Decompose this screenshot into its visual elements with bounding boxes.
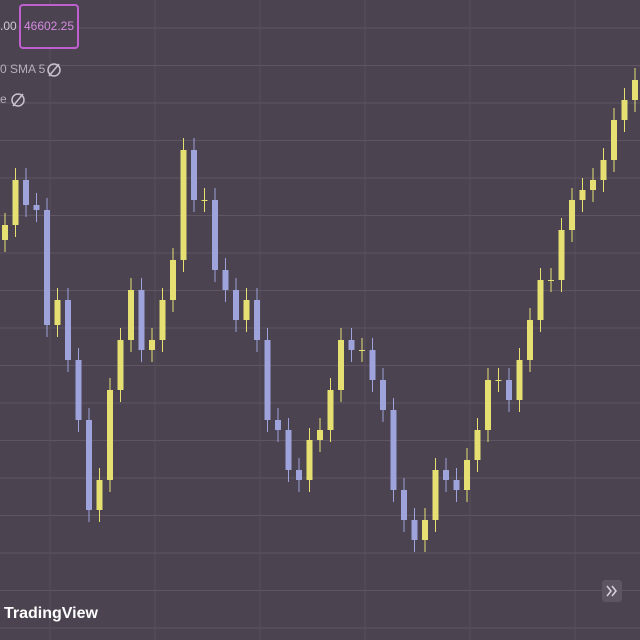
price-partial: .00 bbox=[0, 19, 17, 33]
candle-body bbox=[453, 480, 460, 490]
candle-body bbox=[2, 225, 8, 240]
candle-body bbox=[411, 520, 418, 540]
candle-body bbox=[222, 270, 229, 290]
candle-body bbox=[149, 340, 155, 350]
candle-body bbox=[159, 300, 166, 340]
candle-body bbox=[432, 470, 439, 520]
candle-body bbox=[558, 230, 565, 280]
candle-body bbox=[233, 290, 239, 320]
candle-body bbox=[569, 200, 575, 230]
candle-body bbox=[96, 480, 103, 510]
candle-body bbox=[275, 420, 281, 430]
candle-body bbox=[264, 340, 271, 420]
price-box bbox=[19, 4, 79, 49]
candle-body bbox=[180, 150, 187, 260]
candle-body bbox=[117, 340, 124, 390]
candle-body bbox=[107, 390, 113, 480]
visibility-icon[interactable] bbox=[11, 93, 25, 107]
candle-body bbox=[422, 520, 428, 540]
candle-body bbox=[86, 420, 92, 510]
candle-body bbox=[285, 430, 292, 470]
candle-body bbox=[600, 160, 607, 180]
candles bbox=[2, 68, 638, 552]
candle-body bbox=[369, 350, 376, 380]
candle-body bbox=[495, 380, 502, 381]
candle-body bbox=[138, 290, 145, 350]
candle-body bbox=[632, 80, 638, 100]
candle-body bbox=[23, 180, 29, 205]
candle-body bbox=[170, 260, 176, 300]
candle-body bbox=[443, 470, 449, 480]
candle-body bbox=[579, 190, 586, 200]
candle-body bbox=[317, 430, 323, 440]
indicator-label: 0 SMA 5 bbox=[0, 62, 46, 76]
candle-body bbox=[306, 440, 313, 480]
candle-body bbox=[75, 360, 82, 420]
candle-body bbox=[516, 360, 523, 400]
candle-body bbox=[485, 380, 491, 430]
candle-body bbox=[621, 100, 628, 120]
candle-body bbox=[611, 120, 617, 160]
candle-body bbox=[359, 350, 365, 351]
candle-body bbox=[201, 200, 208, 201]
candle-body bbox=[128, 290, 134, 340]
candle-body bbox=[212, 200, 218, 270]
candle-body bbox=[33, 205, 40, 210]
candle-body bbox=[338, 340, 344, 390]
candle-body bbox=[506, 380, 512, 400]
candle-body bbox=[296, 470, 302, 480]
candle-body bbox=[243, 300, 250, 320]
candle-body bbox=[12, 180, 19, 225]
candle-body bbox=[327, 390, 334, 430]
scroll-button[interactable] bbox=[602, 580, 622, 602]
candle-body bbox=[254, 300, 260, 340]
candle-body bbox=[464, 460, 470, 490]
candle-body bbox=[380, 380, 386, 410]
price-label: 46602.25 bbox=[24, 19, 74, 33]
candle-body bbox=[390, 410, 397, 490]
brand-logo[interactable]: TradingView bbox=[4, 605, 99, 622]
candle-body bbox=[548, 280, 554, 281]
candle-body bbox=[401, 490, 407, 520]
candle-body bbox=[44, 210, 50, 325]
candle-body bbox=[65, 300, 71, 360]
candle-body bbox=[537, 280, 544, 320]
candle-body bbox=[474, 430, 481, 460]
indicator-partial: e bbox=[0, 92, 7, 106]
candle-body bbox=[348, 340, 355, 350]
candle-body bbox=[527, 320, 533, 360]
candle-body bbox=[590, 180, 596, 190]
candle-body bbox=[191, 150, 197, 200]
visibility-icon[interactable] bbox=[47, 63, 61, 77]
candle-body bbox=[54, 300, 61, 325]
